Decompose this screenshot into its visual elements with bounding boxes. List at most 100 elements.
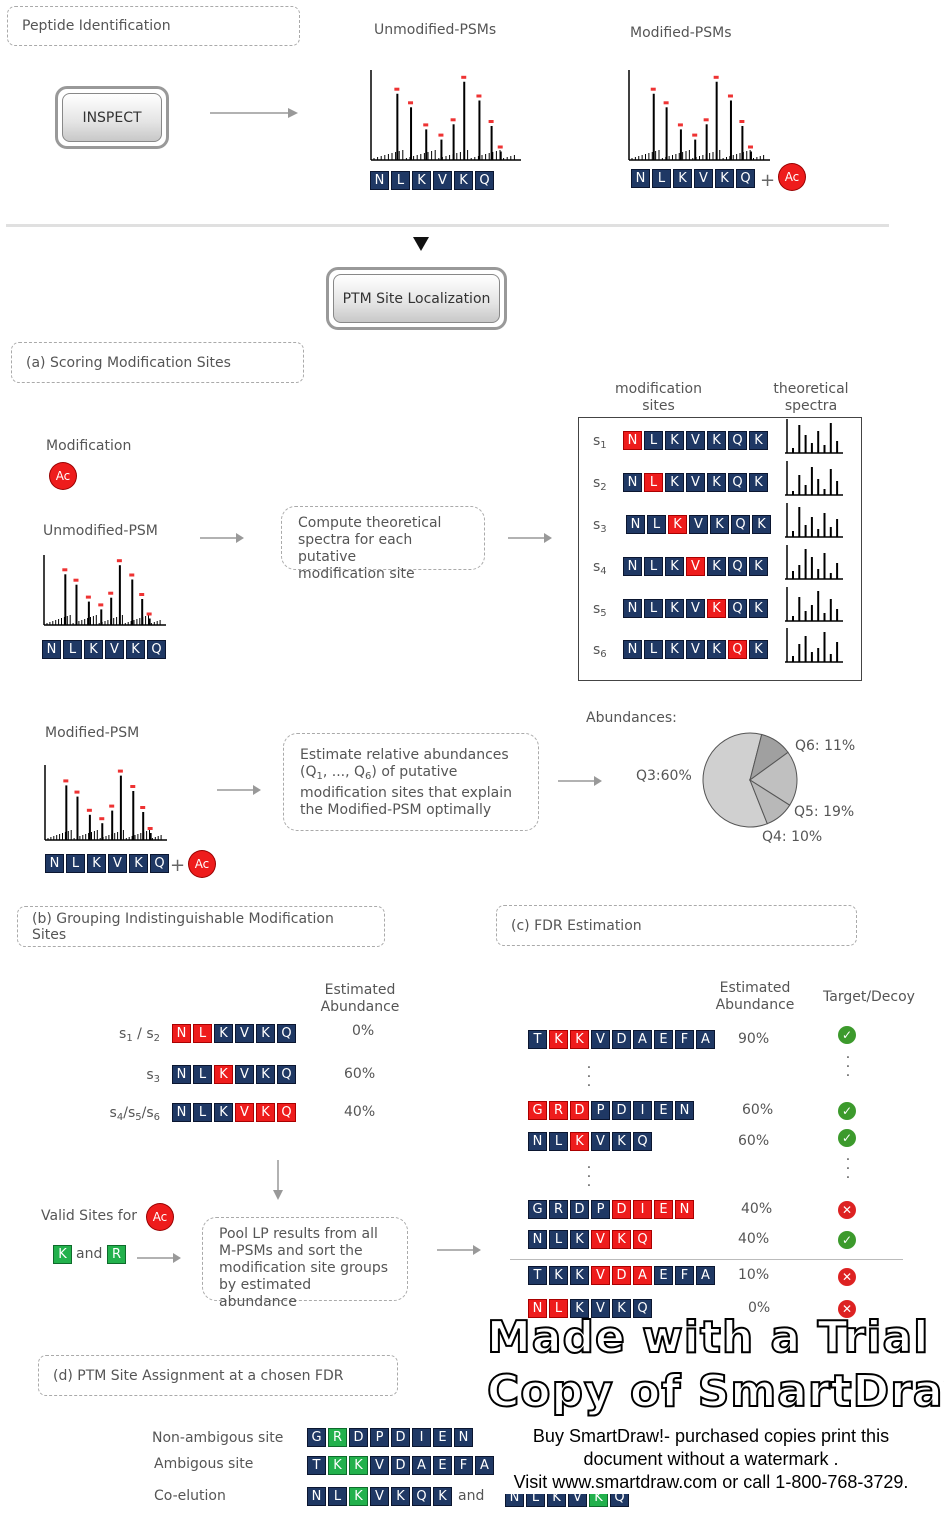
residue: L — [647, 515, 666, 534]
residue: Q — [728, 431, 747, 450]
residue: K — [349, 1487, 368, 1506]
residue: Q — [475, 171, 494, 190]
b-estimated-abundance-line-1: Estimated — [324, 982, 396, 998]
residue: T — [307, 1456, 326, 1475]
section-b-title: (b) Grouping Indistinguishable Modificat… — [32, 910, 334, 943]
residue: N — [172, 1024, 191, 1043]
unmodified-psm-label: Unmodified-PSM — [43, 523, 158, 539]
residue: I — [633, 1101, 652, 1120]
fdr-threshold-line — [510, 1259, 903, 1260]
residue: Q — [633, 1230, 652, 1249]
residue: D — [612, 1266, 631, 1285]
residue: K — [391, 1487, 410, 1506]
co-elution-label: Co-elution — [154, 1488, 226, 1504]
residue: D — [391, 1428, 410, 1447]
section-a-title: (a) Scoring Modification Sites — [26, 354, 231, 371]
col-theoretical-spectra-line-2: spectra — [784, 398, 838, 414]
group-label-index: 4 — [116, 1112, 124, 1123]
section-d-title: (d) PTM Site Assignment at a chosen FDR — [53, 1367, 344, 1384]
residue: K — [673, 169, 692, 188]
residue: L — [63, 640, 82, 659]
residue: I — [633, 1200, 652, 1219]
site-index: 5 — [600, 608, 607, 619]
site-letter: s — [593, 601, 601, 617]
residue: A — [412, 1456, 431, 1475]
decoy-cross-icon: ✕ — [838, 1268, 856, 1286]
modified-psm-label: Modified-PSM — [45, 725, 140, 741]
residue: Q — [728, 599, 747, 618]
plus-sign: + — [170, 855, 186, 876]
group-label-index: 2 — [153, 1033, 160, 1044]
residue: D — [570, 1101, 589, 1120]
ellipsis-dots: · · · — [586, 1160, 592, 1194]
group-label-part: s — [146, 1026, 154, 1042]
arrow-down-icon — [273, 1160, 283, 1200]
residue: L — [193, 1103, 212, 1122]
pie-slice-q3 — [702, 732, 768, 828]
residue: K — [328, 1456, 347, 1475]
residue: K — [570, 1132, 589, 1151]
residue: Q — [150, 854, 169, 873]
residue: K — [570, 1230, 589, 1249]
residue: K — [752, 515, 771, 534]
residue: Q — [728, 640, 747, 659]
section-c-panel: (c) FDR Estimation — [496, 905, 857, 946]
b-estimated-abundance-line-2: Abundance — [320, 999, 400, 1015]
residue: E — [433, 1428, 452, 1447]
pool-note-line-4: by estimated abundance — [219, 1277, 312, 1310]
estimate-note-line-3: modification sites that explain — [300, 785, 513, 801]
residue: V — [370, 1456, 389, 1475]
site-letter: s — [593, 517, 601, 533]
residue: E — [433, 1456, 452, 1475]
residue: N — [623, 640, 642, 659]
residue: N — [307, 1487, 326, 1506]
peptide-identification-title: Peptide Identification — [22, 18, 171, 34]
abundances-label: Abundances: — [586, 710, 677, 726]
group-abundance: 40% — [344, 1104, 376, 1120]
residue: K — [665, 473, 684, 492]
inspect-button[interactable]: INSPECT — [55, 86, 169, 149]
group-label-index: 5 — [135, 1112, 142, 1123]
modification-label: Modification — [46, 438, 132, 454]
residue: V — [686, 431, 705, 450]
residue: G — [307, 1428, 326, 1447]
residue: F — [454, 1456, 473, 1475]
group-label-part: s — [146, 1067, 154, 1083]
residue: K — [707, 431, 726, 450]
fdr-row-abundance: 40% — [741, 1201, 773, 1217]
residue: N — [675, 1101, 694, 1120]
compute-spectra-note: Compute theoretical spectra for each put… — [281, 506, 485, 582]
theoretical-spectrum-icon — [785, 419, 843, 454]
pie-slice-q4 — [748, 778, 791, 825]
residue: A — [633, 1030, 652, 1049]
theoretical-spectrum-icon — [785, 461, 843, 496]
residue: D — [349, 1428, 368, 1447]
col-theoretical-spectra: theoretical spectra — [762, 381, 860, 415]
residue: E — [654, 1200, 673, 1219]
group-abundance: 0% — [352, 1023, 375, 1039]
arrow-right-icon — [137, 1253, 181, 1263]
residue: L — [549, 1230, 568, 1249]
watermark-body: Buy SmartDraw!- purchased copies print t… — [496, 1425, 926, 1494]
residue: K — [549, 1030, 568, 1049]
site-index: 4 — [600, 566, 607, 577]
ptm-site-localization-button[interactable]: PTM Site Localization — [326, 267, 507, 330]
residue: A — [633, 1266, 652, 1285]
estimate-q-close: ) — [371, 764, 377, 780]
site-label: s3 — [593, 517, 607, 535]
estimate-note-line-2: (Q1, ..., Q6) of putative — [300, 764, 522, 785]
residue: K — [214, 1065, 233, 1084]
residue: K — [214, 1024, 233, 1043]
residue: K — [256, 1024, 275, 1043]
residue: V — [591, 1230, 610, 1249]
group-label-part: s — [109, 1105, 117, 1121]
modified-psm-spectrum-icon — [628, 70, 770, 161]
